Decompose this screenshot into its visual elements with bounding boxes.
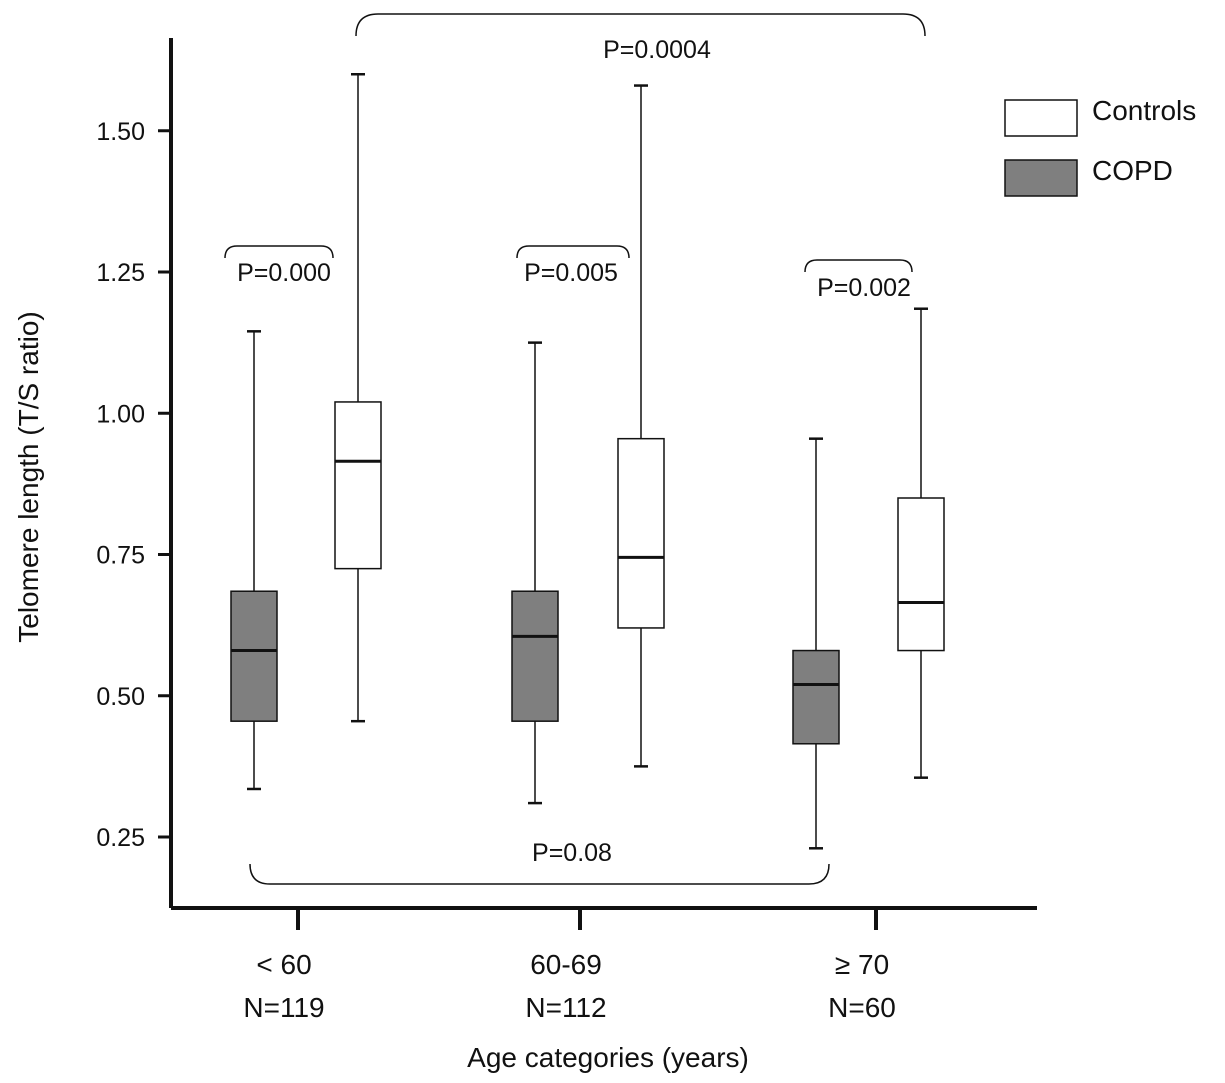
box-iqr bbox=[792, 649, 840, 745]
x-tick-n-label: N=119 bbox=[243, 992, 324, 1023]
box-iqr bbox=[897, 497, 945, 652]
y-tick-label: 1.50 bbox=[96, 118, 145, 146]
significance-bracket bbox=[804, 259, 913, 273]
x-tick-n-label: N=60 bbox=[828, 992, 896, 1023]
y-tick-label: 1.00 bbox=[96, 400, 145, 428]
box-iqr bbox=[230, 590, 278, 722]
y-tick-label: 0.75 bbox=[96, 542, 145, 570]
significance-bracket bbox=[355, 13, 926, 37]
p-value-label: P=0.0004 bbox=[603, 36, 711, 64]
box-controls bbox=[617, 84, 665, 768]
axes: 0.25 0.50 0.75 1.00 1.25 1.50 < 60 N=119 60-69 N=… bbox=[96, 38, 1037, 1023]
significance-bracket bbox=[224, 245, 334, 259]
p-value-label: P=0.000 bbox=[237, 259, 331, 287]
box-controls bbox=[334, 73, 382, 723]
significance-bracket bbox=[516, 245, 630, 259]
p-value-label: P=0.005 bbox=[524, 259, 618, 287]
legend: Controls COPD bbox=[1004, 95, 1196, 197]
legend-label: Controls bbox=[1092, 95, 1196, 126]
box-iqr bbox=[511, 590, 559, 722]
box-copd bbox=[792, 437, 840, 850]
box-controls bbox=[897, 307, 945, 779]
y-axis-label: Telomere length (T/S ratio) bbox=[13, 311, 44, 642]
x-tick-label: < 60 bbox=[256, 949, 311, 980]
x-tick-label: 60-69 bbox=[530, 949, 602, 980]
x-axis-label: Age categories (years) bbox=[467, 1042, 749, 1073]
box-copd bbox=[230, 330, 278, 791]
y-tick-label: 0.25 bbox=[96, 824, 145, 852]
p-value-label: P=0.08 bbox=[532, 839, 612, 867]
significance-annotations: P=0.000 P=0.005 P=0.002 P=0.0004 P=0.08 bbox=[224, 13, 926, 885]
legend-label: COPD bbox=[1092, 155, 1173, 186]
legend-swatch bbox=[1004, 99, 1078, 137]
box-series bbox=[230, 73, 945, 850]
x-tick-label: ≥ 70 bbox=[835, 949, 889, 980]
y-tick-label: 1.25 bbox=[96, 259, 145, 287]
box-iqr bbox=[617, 437, 665, 629]
y-tick-label: 0.50 bbox=[96, 683, 145, 711]
x-tick-n-label: N=112 bbox=[525, 992, 606, 1023]
box-iqr bbox=[334, 401, 382, 570]
significance-bracket bbox=[249, 863, 830, 885]
legend-swatch bbox=[1004, 159, 1078, 197]
p-value-label: P=0.002 bbox=[817, 274, 911, 302]
box-copd bbox=[511, 341, 559, 805]
